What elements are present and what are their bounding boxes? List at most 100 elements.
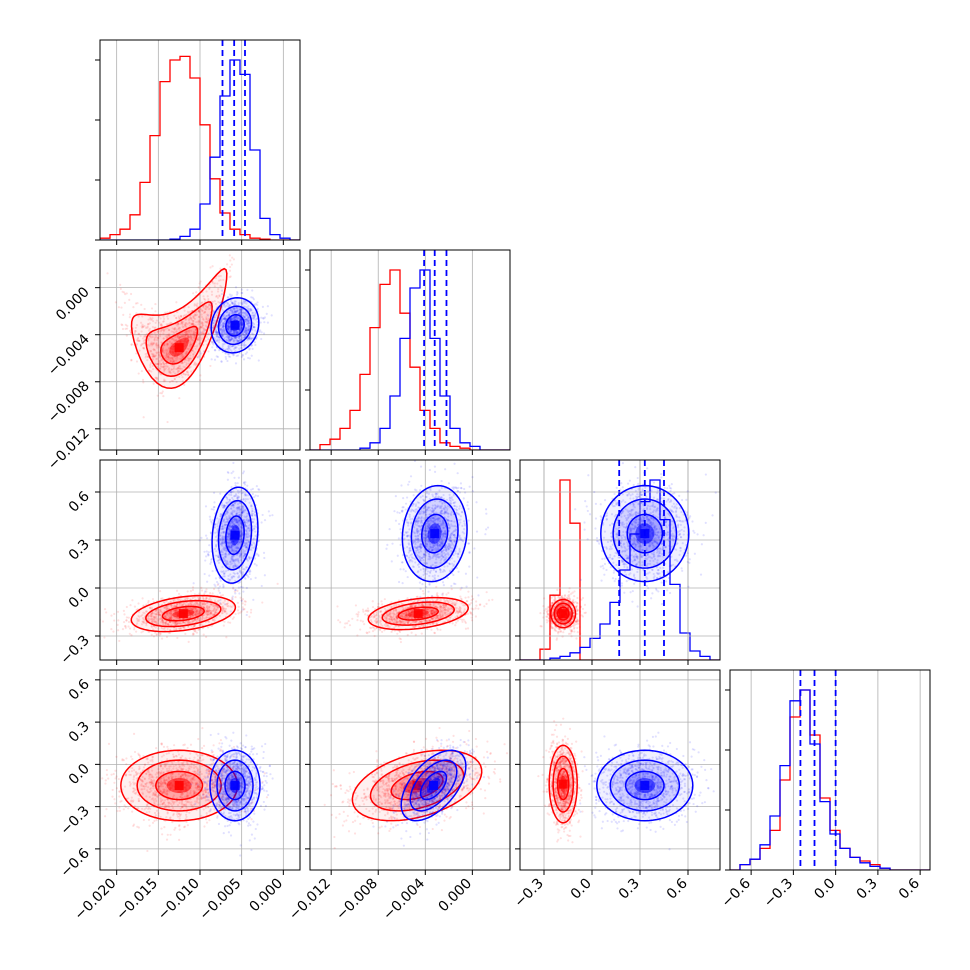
red-sample-point bbox=[170, 613, 173, 616]
red-sample-point bbox=[146, 326, 149, 329]
blue-sample-point bbox=[244, 521, 247, 524]
red-sample-point bbox=[170, 612, 173, 615]
red-sample-point bbox=[175, 622, 178, 626]
blue-sample-point bbox=[243, 341, 246, 344]
red-sample-point bbox=[201, 324, 204, 327]
blue-sample-point bbox=[231, 504, 234, 507]
red-sample-point bbox=[174, 330, 177, 333]
red-sample-point bbox=[161, 348, 164, 351]
blue-sample-point bbox=[226, 301, 229, 305]
red-sample-point bbox=[432, 618, 435, 621]
blue-sample-point bbox=[230, 337, 233, 340]
red-sample-point bbox=[140, 325, 143, 328]
red-sample-point bbox=[157, 344, 160, 347]
red-sample-point bbox=[163, 369, 166, 373]
red-sample-point bbox=[182, 355, 185, 359]
red-sample-point bbox=[199, 623, 202, 626]
red-sample-point bbox=[187, 336, 190, 339]
red-sample-point bbox=[120, 323, 123, 326]
red-sample-point bbox=[195, 610, 198, 613]
blue-sample-point bbox=[192, 582, 195, 585]
blue-sample-point bbox=[208, 544, 211, 547]
red-sample-point bbox=[169, 600, 173, 603]
red-sample-point bbox=[422, 592, 425, 595]
red-sample-point bbox=[149, 350, 153, 353]
red-sample-point bbox=[130, 343, 133, 346]
red-sample-point bbox=[208, 609, 211, 612]
red-sample-point bbox=[216, 296, 220, 299]
blue-sample-point bbox=[233, 310, 237, 313]
blue-sample-point bbox=[244, 577, 247, 580]
blue-sample-point bbox=[245, 326, 248, 330]
blue-sample-point bbox=[216, 334, 219, 337]
red-sample-point bbox=[210, 612, 213, 616]
blue-sample-point bbox=[239, 307, 243, 310]
blue-sample-point bbox=[231, 511, 234, 514]
blue-sample-point bbox=[233, 523, 236, 526]
blue-sample-point bbox=[271, 514, 274, 517]
red-sample-point bbox=[404, 615, 407, 618]
red-sample-point bbox=[395, 618, 398, 622]
red-sample-point bbox=[137, 332, 140, 335]
blue-sample-point bbox=[248, 501, 251, 504]
red-sample-point bbox=[178, 365, 182, 368]
red-sample-point bbox=[140, 343, 143, 346]
blue-sample-point bbox=[244, 344, 247, 347]
red-sample-point bbox=[192, 607, 195, 611]
red-sample-point bbox=[220, 612, 223, 615]
red-sample-point bbox=[169, 321, 172, 324]
red-sample-point bbox=[214, 611, 217, 614]
red-sample-point bbox=[172, 366, 176, 369]
red-sample-point bbox=[378, 621, 382, 624]
red-sample-point bbox=[137, 339, 140, 343]
red-sample-point bbox=[125, 619, 128, 622]
blue-sample-point bbox=[245, 545, 248, 549]
blue-sample-point bbox=[233, 337, 236, 340]
blue-sample-point bbox=[250, 544, 253, 547]
red-sample-point bbox=[204, 308, 208, 311]
red-sample-point bbox=[459, 588, 462, 591]
blue-sample-point bbox=[233, 551, 236, 554]
red-sample-point bbox=[186, 370, 189, 373]
red-sample-point bbox=[175, 609, 179, 612]
blue-sample-point bbox=[228, 531, 231, 534]
blue-sample-point bbox=[235, 507, 238, 510]
red-sample-point bbox=[155, 377, 159, 380]
red-sample-point bbox=[214, 604, 217, 607]
red-sample-point bbox=[193, 331, 196, 335]
red-sample-point bbox=[141, 620, 145, 624]
blue-sample-point bbox=[223, 575, 226, 578]
red-sample-point bbox=[199, 342, 202, 345]
red-sample-point bbox=[185, 359, 188, 362]
blue-sample-point bbox=[230, 504, 233, 508]
red-sample-point bbox=[164, 615, 167, 619]
blue-sample-point bbox=[247, 336, 250, 339]
blue-sample-point bbox=[245, 529, 248, 532]
red-sample-point bbox=[417, 625, 420, 628]
blue-sample-point bbox=[245, 531, 248, 534]
blue-sample-point bbox=[237, 302, 240, 305]
blue-sample-point bbox=[236, 559, 240, 562]
red-sample-point bbox=[154, 362, 157, 365]
blue-sample-point bbox=[226, 520, 229, 523]
blue-sample-point bbox=[223, 294, 226, 297]
red-sample-point bbox=[404, 613, 408, 616]
blue-sample-point bbox=[237, 311, 240, 315]
blue-sample-point bbox=[251, 289, 254, 292]
blue-sample-point bbox=[217, 604, 220, 607]
red-sample-point bbox=[163, 364, 166, 368]
red-sample-point bbox=[205, 597, 208, 600]
blue-sample-point bbox=[213, 505, 216, 509]
red-sample-point bbox=[141, 325, 145, 328]
red-sample-point bbox=[140, 631, 143, 634]
red-sample-point bbox=[161, 619, 164, 622]
blue-sample-point bbox=[222, 583, 225, 586]
blue-sample-point bbox=[254, 343, 257, 347]
blue-sample-point bbox=[217, 336, 220, 339]
blue-sample-point bbox=[230, 511, 233, 514]
red-sample-point bbox=[261, 601, 264, 604]
y-tick-label: 0.6 bbox=[66, 488, 93, 515]
red-sample-point bbox=[430, 609, 433, 612]
blue-sample-point bbox=[237, 519, 240, 522]
blue-sample-point bbox=[240, 532, 243, 535]
